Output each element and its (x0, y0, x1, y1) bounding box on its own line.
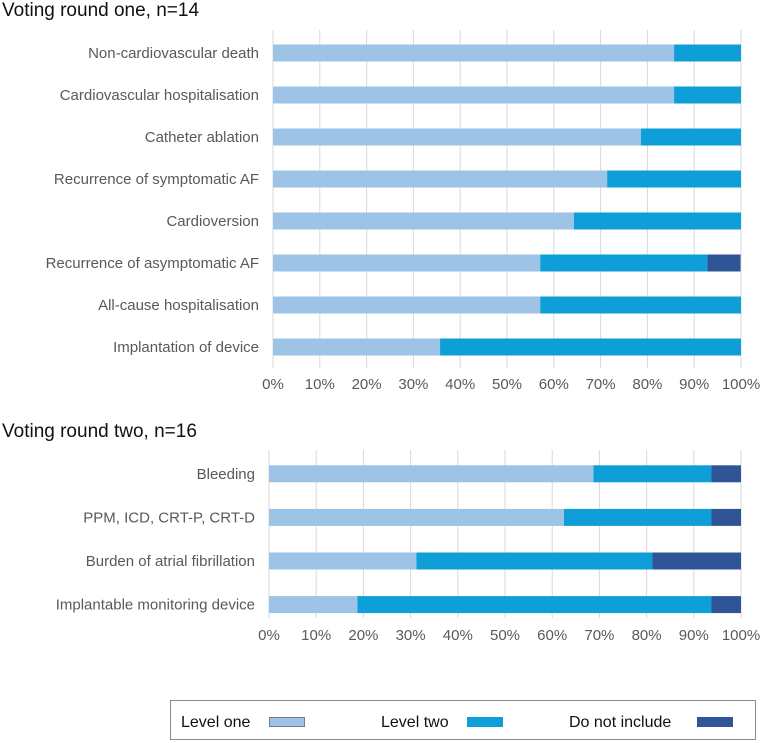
bar-1-recurrence-of-asymptomatic-af-do-not-include (707, 254, 741, 272)
category-label-1-cardioversion: Cardioversion (166, 213, 259, 230)
bar-1-recurrence-of-symptomatic-af-level-one (273, 170, 608, 188)
x-tick-label-1-6: 60% (539, 376, 569, 393)
x-tick-label-2-3: 30% (396, 627, 426, 644)
category-label-1-all-cause-hospitalisation: All-cause hospitalisation (98, 297, 259, 314)
x-tick-label-2-10: 100% (722, 627, 760, 644)
x-tick-label-1-9: 90% (679, 376, 709, 393)
category-label-1-catheter-ablation: Catheter ablation (145, 129, 259, 146)
bar-1-non-cardiovascular-death-level-one (273, 44, 675, 62)
bar-2-bleeding-level-two (593, 465, 712, 483)
bar-2-ppm-icd-crt-p-crt-d-level-one (269, 508, 564, 526)
bar-2-implantable-monitoring-device-do-not-include (711, 596, 741, 614)
legend-label-do-not-include: Do not include (569, 714, 672, 731)
bar-2-burden-of-atrial-fibrillation-do-not-include (652, 552, 741, 570)
category-label-2-implantable-monitoring-device: Implantable monitoring device (56, 597, 255, 614)
chart-title-round-two: Voting round two, n=16 (2, 421, 197, 442)
x-tick-label-1-10: 100% (722, 376, 760, 393)
x-tick-label-1-7: 70% (586, 376, 616, 393)
x-tick-label-1-4: 40% (445, 376, 475, 393)
bar-1-catheter-ablation-level-two (640, 128, 741, 146)
category-label-1-implantation-of-device: Implantation of device (113, 339, 259, 356)
bar-2-ppm-icd-crt-p-crt-d-level-two (564, 508, 712, 526)
category-label-1-cardiovascular-hospitalisation: Cardiovascular hospitalisation (60, 87, 259, 104)
x-tick-label-2-2: 20% (348, 627, 378, 644)
legend: Level one Level two Do not include (170, 700, 756, 740)
bar-2-bleeding-level-one (269, 465, 594, 483)
bar-1-all-cause-hospitalisation-level-two (540, 296, 741, 314)
category-label-1-recurrence-of-asymptomatic-af: Recurrence of asymptomatic AF (46, 255, 259, 272)
bar-2-ppm-icd-crt-p-crt-d-do-not-include (711, 508, 741, 526)
x-tick-label-2-8: 80% (632, 627, 662, 644)
bar-1-all-cause-hospitalisation-level-one (273, 296, 541, 314)
stacked-bar-charts: 0% 10% 20% 30% 40% 50% 60% 70% 80% 90% 100% Non-car… (46, 30, 760, 644)
bar-1-recurrence-of-asymptomatic-af-level-two (540, 254, 708, 272)
x-tick-label-2-1: 10% (301, 627, 331, 644)
legend-swatch-do-not-include (697, 717, 733, 727)
bar-1-non-cardiovascular-death-level-two (674, 44, 741, 62)
bar-1-cardioversion-level-one (273, 212, 574, 230)
x-tick-label-1-8: 80% (632, 376, 662, 393)
bar-1-catheter-ablation-level-one (273, 128, 641, 146)
bar-1-implantation-of-device-level-one (273, 338, 441, 356)
x-tick-label-1-2: 20% (352, 376, 382, 393)
x-tick-label-2-6: 60% (537, 627, 567, 644)
bar-1-recurrence-of-asymptomatic-af-level-one (273, 254, 541, 272)
bar-1-cardiovascular-hospitalisation-level-two (674, 86, 741, 104)
bar-2-burden-of-atrial-fibrillation-level-two (416, 552, 653, 570)
category-label-1-non-cardiovascular-death: Non-cardiovascular death (88, 45, 259, 62)
category-label-2-bleeding: Bleeding (197, 466, 255, 483)
bar-1-implantation-of-device-level-two (440, 338, 741, 356)
chart-title-round-one: Voting round one, n=14 (2, 0, 200, 21)
x-tick-label-1-1: 10% (305, 376, 335, 393)
legend-label-level-two: Level two (381, 714, 449, 731)
category-label-2-ppm-icd-crt-p-crt-d: PPM, ICD, CRT-P, CRT-D (83, 509, 255, 526)
bar-2-implantable-monitoring-device-level-one (269, 596, 358, 614)
bar-2-burden-of-atrial-fibrillation-level-one (269, 552, 417, 570)
bar-1-cardiovascular-hospitalisation-level-one (273, 86, 675, 104)
x-tick-label-2-4: 40% (443, 627, 473, 644)
category-label-2-burden-of-atrial-fibrillation: Burden of atrial fibrillation (86, 553, 255, 570)
legend-label-level-one: Level one (181, 714, 251, 731)
x-tick-label-1-5: 50% (492, 376, 522, 393)
x-tick-label-2-0: 0% (258, 627, 280, 644)
bar-1-cardioversion-level-two (573, 212, 741, 230)
x-tick-label-2-5: 50% (490, 627, 520, 644)
x-tick-label-1-0: 0% (262, 376, 284, 393)
legend-swatch-level-one (269, 717, 305, 727)
category-label-1-recurrence-of-symptomatic-af: Recurrence of symptomatic AF (54, 171, 259, 188)
bar-2-implantable-monitoring-device-level-two (357, 596, 712, 614)
x-tick-label-2-7: 70% (584, 627, 614, 644)
bar-1-recurrence-of-symptomatic-af-level-two (607, 170, 741, 188)
legend-swatch-level-two (467, 717, 503, 727)
x-tick-label-1-3: 30% (398, 376, 428, 393)
bar-2-bleeding-do-not-include (711, 465, 741, 483)
x-tick-label-2-9: 90% (679, 627, 709, 644)
